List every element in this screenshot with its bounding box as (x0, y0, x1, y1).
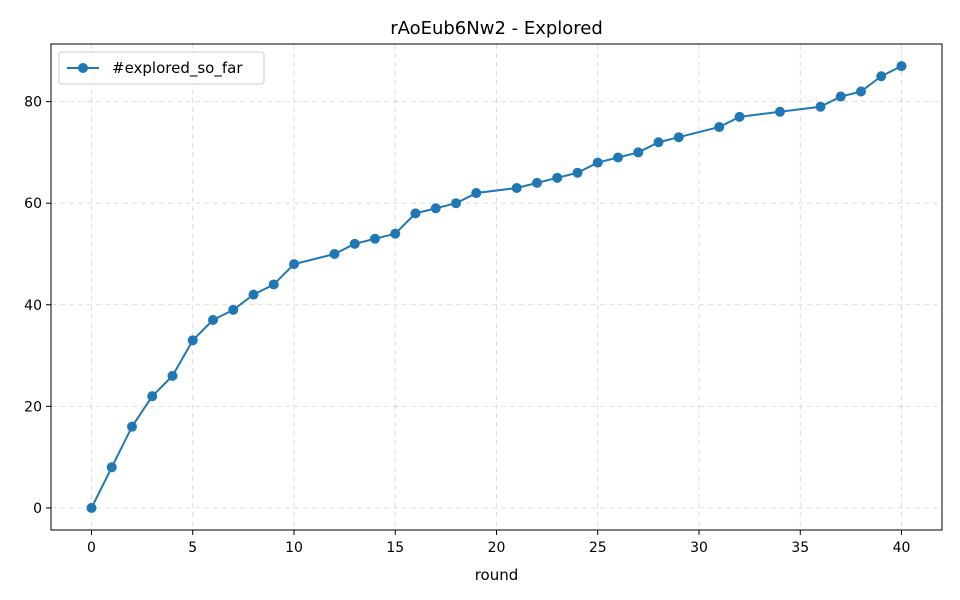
x-tick-label: 10 (285, 540, 303, 556)
legend-entry-explored-so-far: #explored_so_far (112, 59, 243, 78)
data-point (673, 132, 684, 143)
data-point (349, 238, 360, 249)
x-tick-label: 20 (488, 540, 506, 556)
data-point (592, 157, 603, 168)
y-tick-label: 20 (24, 399, 42, 415)
x-tick-label: 35 (791, 540, 809, 556)
y-tick-label: 60 (24, 196, 42, 212)
chart-title: rAoEub6Nw2 - Explored (390, 18, 603, 39)
data-point (835, 91, 846, 102)
data-point (167, 370, 178, 381)
data-point (714, 122, 725, 133)
data-point (208, 315, 218, 326)
data-point (552, 172, 563, 183)
data-point (451, 198, 461, 209)
data-point (572, 167, 583, 178)
x-axis-label: round (475, 566, 519, 584)
x-tick-label: 25 (589, 540, 607, 556)
data-point (289, 259, 299, 270)
x-tick-label: 30 (690, 540, 708, 556)
x-tick-label: 15 (386, 540, 404, 556)
data-point (613, 152, 623, 163)
data-point (86, 502, 97, 513)
data-point (228, 304, 239, 315)
data-point (896, 61, 907, 72)
series-layer (86, 61, 907, 513)
data-point (268, 279, 279, 290)
data-point (147, 391, 158, 402)
y-tick-label: 80 (24, 95, 42, 111)
data-point (106, 462, 117, 473)
data-point (370, 233, 380, 244)
data-point (430, 203, 441, 214)
legend-box (58, 51, 265, 85)
data-point (511, 182, 522, 193)
y-tick-label: 0 (33, 501, 42, 517)
data-point (653, 137, 664, 148)
data-point (876, 71, 887, 82)
data-point (329, 248, 340, 259)
legend: #explored_so_far (58, 51, 265, 85)
data-point (775, 106, 785, 117)
data-point (390, 228, 401, 239)
y-tick-label: 40 (24, 298, 42, 314)
data-point (248, 289, 259, 300)
data-point (532, 177, 542, 188)
data-point (471, 188, 482, 199)
x-tick-label: 40 (893, 540, 911, 556)
data-point (815, 101, 826, 112)
grid (51, 44, 942, 530)
axis-ticks: 0 5 10 15 20 25 30 35 40 0 20 40 60 80 (24, 95, 910, 556)
data-point (633, 147, 644, 158)
legend-marker-swatch (78, 63, 88, 73)
data-point (127, 421, 137, 432)
x-tick-label: 5 (188, 540, 197, 556)
data-point (410, 208, 421, 219)
data-point (734, 111, 745, 122)
data-point (856, 86, 866, 97)
x-tick-label: 0 (87, 540, 96, 556)
data-point (187, 335, 198, 346)
